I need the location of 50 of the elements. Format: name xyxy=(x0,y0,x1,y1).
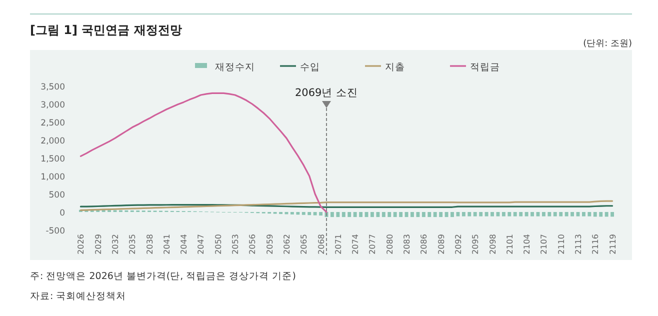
x-tick-label: 2095 xyxy=(471,234,480,254)
x-tick-label: 2089 xyxy=(436,234,446,254)
x-tick-label: 2101 xyxy=(505,234,514,254)
x-tick-label: 2041 xyxy=(162,234,172,254)
x-tick-label: 2113 xyxy=(574,234,583,254)
y-tick-label: 0 xyxy=(60,208,65,218)
y-tick-label: -500 xyxy=(46,226,65,236)
x-tick-label: 2083 xyxy=(402,234,412,254)
x-tick-label: 2110 xyxy=(556,234,566,254)
x-tick-label: 2056 xyxy=(248,234,258,254)
x-tick-label: 2092 xyxy=(454,234,463,254)
x-tick-label: 2104 xyxy=(522,234,532,254)
x-tick-label: 2029 xyxy=(94,234,103,254)
y-tick-label: 2,000 xyxy=(40,136,65,146)
y-tick-label: 1,500 xyxy=(40,154,65,164)
x-tick-label: 2047 xyxy=(196,234,206,254)
legend-label: 적립금 xyxy=(470,62,500,73)
text: (단위: 조원) xyxy=(583,39,632,49)
x-tick-label: 2119 xyxy=(608,234,618,254)
text: 주: 전망액은 2026년 불변가격(단, 적립금은 경상가격 기준) xyxy=(30,271,296,282)
x-tick-label: 2116 xyxy=(591,234,600,254)
x-tick-label: 2026 xyxy=(76,234,86,254)
x-tick-label: 2053 xyxy=(231,234,240,254)
x-tick-label: 2065 xyxy=(300,234,309,254)
x-tick-label: 2050 xyxy=(214,234,223,254)
x-tick-label: 2059 xyxy=(265,234,274,254)
x-tick-label: 2044 xyxy=(180,234,189,254)
x-tick-label: 2086 xyxy=(420,234,429,254)
x-tick-label: 2080 xyxy=(385,234,394,254)
chart-title: [그림 1] 국민연금 재정전망 xyxy=(30,23,182,37)
legend-label: 지출 xyxy=(385,62,405,73)
text: 자료: 국회예산정책처 xyxy=(30,291,126,302)
x-tick-label: 2074 xyxy=(351,234,360,254)
y-tick-label: 1,000 xyxy=(40,172,65,182)
x-tick-label: 2077 xyxy=(368,234,378,254)
x-tick-label: 2098 xyxy=(488,234,498,254)
x-tick-label: 2038 xyxy=(145,234,154,254)
y-tick-label: 500 xyxy=(48,190,65,200)
x-tick-label: 2035 xyxy=(128,234,138,254)
y-tick-label: 2,500 xyxy=(40,118,65,128)
legend-label: 수입 xyxy=(300,62,320,73)
legend-label: 재정수지 xyxy=(215,62,255,73)
y-tick-label: 3,500 xyxy=(40,82,65,92)
x-tick-label: 2068 xyxy=(316,234,326,254)
x-tick-label: 2062 xyxy=(282,234,292,254)
x-tick-label: 2071 xyxy=(334,234,343,254)
y-tick-label: 3,000 xyxy=(40,100,65,110)
ref-line-label: 2069년 소진 xyxy=(294,87,358,99)
x-tick-label: 2107 xyxy=(540,234,549,254)
x-tick-label: 2032 xyxy=(111,234,120,254)
